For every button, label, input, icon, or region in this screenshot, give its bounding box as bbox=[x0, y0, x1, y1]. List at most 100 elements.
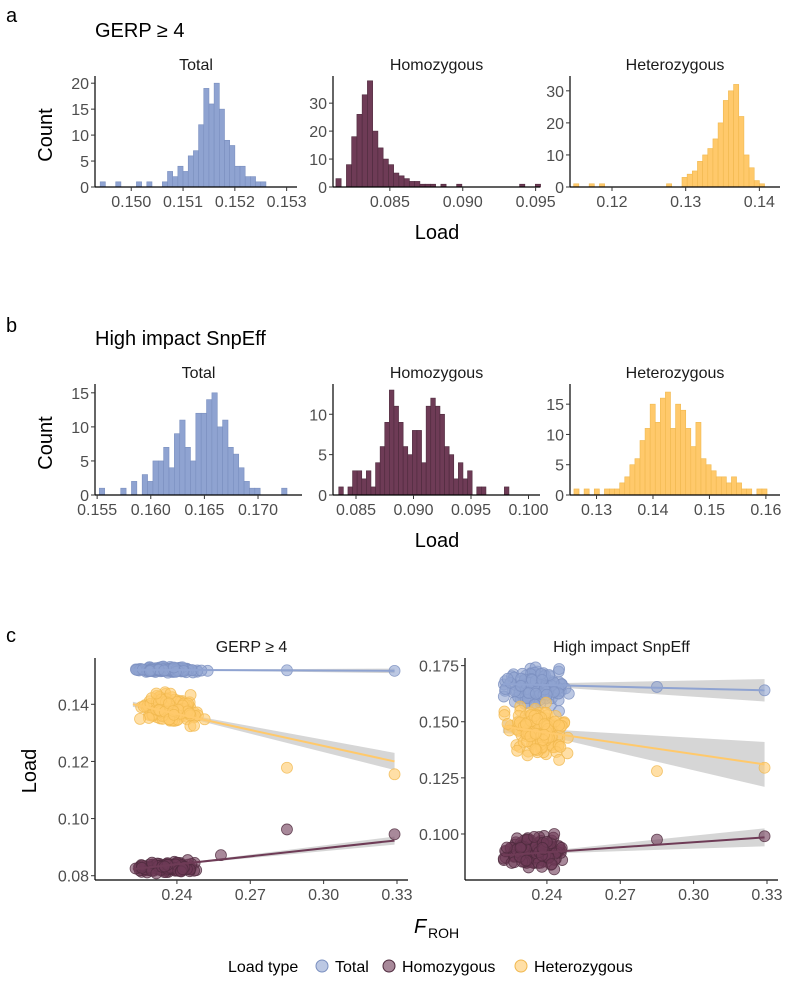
chart-b-4: Homozygous 0 5 10 0.085 0.090 0.095 0.100 bbox=[309, 365, 548, 519]
panel-letter-c: c bbox=[6, 625, 16, 647]
y-tick-label: 0 bbox=[80, 488, 89, 505]
scatter-point bbox=[528, 831, 541, 843]
histogram-bar bbox=[99, 181, 106, 188]
histogram-bar bbox=[705, 464, 712, 496]
histogram-bar bbox=[238, 467, 245, 496]
histogram-bar bbox=[120, 487, 127, 496]
histogram-bar bbox=[224, 139, 230, 188]
histogram-bar bbox=[157, 460, 164, 496]
histogram-bar bbox=[707, 148, 714, 188]
chart-b-5: Heterozygous 0 5 10 15 0.13 0.14 0.15 0.16 bbox=[546, 365, 781, 519]
panel-title: Homozygous bbox=[390, 365, 483, 382]
histogram-bar bbox=[660, 397, 666, 496]
y-tick-label: 10 bbox=[309, 407, 327, 424]
histogram-bar bbox=[761, 488, 768, 496]
histogram-bar bbox=[733, 84, 740, 188]
y-tick-label: 0 bbox=[318, 180, 327, 197]
y-tick-label: 15 bbox=[71, 102, 89, 119]
panel-title: Homozygous bbox=[390, 57, 483, 74]
histogram-bar bbox=[675, 403, 681, 496]
scatter-point bbox=[215, 849, 227, 862]
histogram-bar bbox=[416, 430, 422, 496]
histogram-bar bbox=[211, 392, 218, 496]
histogram-bar bbox=[195, 412, 202, 496]
histogram-bar bbox=[115, 181, 122, 188]
histogram-bar bbox=[234, 165, 241, 188]
x-tick-label: 0.14 bbox=[744, 194, 775, 211]
histogram-bar bbox=[741, 488, 747, 496]
histogram-bar bbox=[654, 422, 661, 496]
chart-c-7: High impact SnpEff 0.100 0.125 0.150 0.175 0.… bbox=[419, 639, 783, 904]
x-tick-label: 0.095 bbox=[451, 502, 491, 519]
y-tick-label: 0.12 bbox=[58, 754, 89, 771]
histogram-bar bbox=[444, 446, 450, 496]
histogram-bar bbox=[367, 80, 373, 188]
x-tick-label: 0.14 bbox=[637, 502, 668, 519]
histogram-bar bbox=[412, 430, 418, 496]
histogram-bar bbox=[695, 422, 702, 496]
trend-line bbox=[132, 668, 395, 672]
histogram-bar bbox=[458, 462, 464, 496]
histogram-bar bbox=[168, 467, 175, 496]
histogram-bar bbox=[435, 405, 441, 496]
histogram-bar bbox=[670, 428, 676, 496]
histogram-bar bbox=[98, 487, 105, 496]
histogram-bar bbox=[193, 150, 199, 188]
x-tick-label: 0.13 bbox=[670, 194, 701, 211]
histogram-bar bbox=[227, 447, 234, 496]
x-tick-label: 0.170 bbox=[238, 502, 278, 519]
histogram-bar bbox=[389, 389, 395, 496]
histogram-bar bbox=[243, 481, 250, 496]
histogram-bar bbox=[593, 488, 600, 496]
panel-title: GERP ≥ 4 bbox=[216, 639, 288, 656]
histogram-bar bbox=[163, 447, 170, 496]
histogram-bar bbox=[338, 486, 344, 496]
histogram-bar bbox=[685, 428, 692, 496]
y-tick-label: 10 bbox=[546, 427, 564, 444]
histogram-bar bbox=[573, 488, 580, 496]
legend-label-heterozygous: Heterozygous bbox=[534, 959, 633, 976]
histogram-bar bbox=[649, 403, 656, 496]
count-axis-title-b: Count bbox=[35, 416, 57, 470]
histogram-bar bbox=[388, 164, 394, 188]
histogram-bar bbox=[728, 90, 734, 188]
histogram-bar bbox=[700, 458, 707, 496]
scatter-point bbox=[511, 744, 524, 757]
y-tick-label: 10 bbox=[71, 128, 89, 145]
histogram-bar bbox=[216, 426, 223, 496]
y-tick-label: 5 bbox=[555, 458, 564, 475]
histogram-bar bbox=[351, 136, 358, 188]
histogram-bar bbox=[425, 405, 432, 496]
chart-a-1: Homozygous 0 10 20 30 0.085 0.090 0.095 bbox=[309, 57, 556, 211]
x-tick-label: 0.27 bbox=[605, 887, 636, 904]
scatter-point bbox=[562, 687, 575, 700]
histogram-bar bbox=[690, 446, 697, 496]
count-axis-title-a: Count bbox=[35, 108, 57, 162]
histogram-bar bbox=[370, 486, 376, 496]
histogram-bar bbox=[184, 447, 191, 496]
x-tick-label: 0.30 bbox=[678, 887, 709, 904]
y-tick-label: 15 bbox=[546, 397, 564, 414]
scatter-point bbox=[651, 765, 663, 778]
froh-axis-subscript: ROH bbox=[428, 925, 459, 941]
x-tick-label: 0.165 bbox=[184, 502, 224, 519]
histogram-bar bbox=[254, 487, 261, 496]
histogram-bar bbox=[738, 116, 745, 188]
histogram-bar bbox=[702, 154, 709, 188]
y-tick-label: 0 bbox=[555, 488, 564, 505]
histogram-bar bbox=[208, 103, 215, 188]
histogram-bar bbox=[504, 486, 510, 496]
histogram-bar bbox=[680, 409, 687, 496]
histogram-bar bbox=[686, 173, 693, 188]
scatter-point bbox=[146, 856, 158, 869]
x-tick-label: 0.090 bbox=[393, 502, 433, 519]
histogram-bar bbox=[361, 94, 368, 188]
section-title-snpeff: High impact SnpEff bbox=[95, 328, 266, 350]
histogram-bar bbox=[624, 476, 631, 496]
x-tick-label: 0.15 bbox=[694, 502, 725, 519]
scatter-point bbox=[561, 731, 574, 744]
histogram-bar bbox=[717, 122, 724, 188]
scatter-point bbox=[758, 830, 771, 843]
histogram-bar bbox=[352, 470, 358, 496]
